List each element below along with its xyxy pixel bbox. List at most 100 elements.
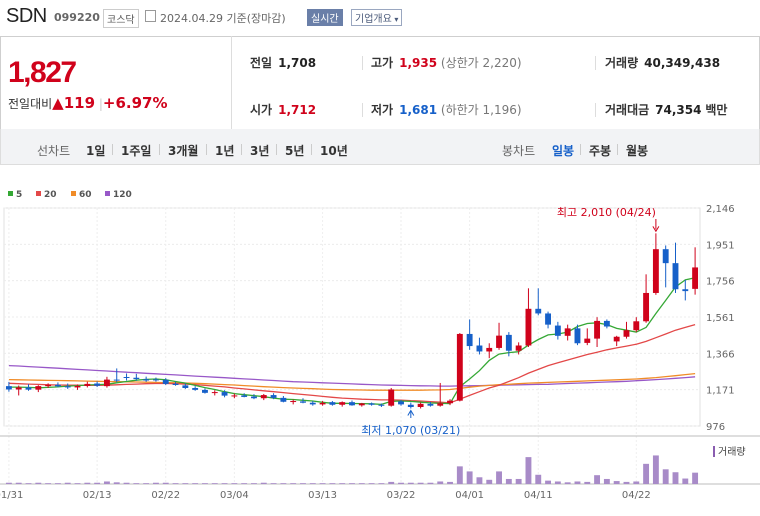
candle-body — [574, 328, 581, 344]
volume-bar — [437, 481, 444, 484]
x-tick-label: 03/04 — [220, 490, 249, 501]
candle-body — [319, 402, 326, 405]
line-chart-label: 선차트 — [37, 144, 71, 158]
moving-averages — [8, 277, 696, 406]
cell-divider — [362, 56, 363, 70]
volume-bar — [113, 482, 120, 484]
volume-bar — [143, 483, 150, 484]
candle-body — [300, 401, 306, 403]
tab-1d[interactable]: 1일 — [86, 144, 106, 158]
market-badge: 코스닥 — [103, 9, 139, 28]
candle-body — [603, 320, 610, 327]
x-tick-label: 04/22 — [622, 490, 651, 501]
candle-body — [309, 402, 316, 405]
candle-body — [211, 392, 218, 394]
volume-bar — [368, 483, 375, 484]
cell-divider — [595, 103, 596, 117]
volume-bar — [574, 481, 581, 484]
volume-bar — [103, 481, 110, 484]
company-info-label: 기업개요 — [355, 14, 392, 25]
prev-close-cell: 전일 1,708 — [250, 54, 316, 71]
candle-body — [94, 383, 101, 386]
realtime-button[interactable]: 실시간 — [307, 9, 343, 26]
volume-bar — [84, 482, 91, 484]
legend-swatch — [8, 191, 13, 196]
candle-body — [64, 386, 71, 388]
candle-body — [594, 320, 601, 339]
candles — [5, 233, 699, 409]
high-cell: 고가 1,935 (상한가 2,220) — [371, 54, 522, 71]
candle-body — [652, 249, 659, 293]
y-tick-label: 1,171 — [706, 386, 735, 397]
quote-date: 2024.04.29 기준(장마감) — [160, 12, 286, 25]
tab-daily[interactable]: 일봉 — [552, 144, 575, 158]
y-tick-label: 2,146 — [706, 204, 735, 215]
candle-body — [241, 395, 248, 397]
tab-divider — [159, 144, 160, 155]
amount-cell: 거래대금 74,354 백만 — [605, 101, 727, 118]
candle-body — [84, 383, 91, 386]
candle-body — [280, 397, 287, 402]
tab-weekly[interactable]: 주봉 — [589, 144, 612, 158]
tab-3y[interactable]: 3년 — [250, 144, 270, 158]
volume-bar — [554, 481, 561, 484]
volume-bar — [339, 483, 346, 484]
volume-bar — [123, 482, 130, 484]
volume-bar — [94, 482, 101, 484]
candle-body — [378, 404, 385, 406]
prev-close-value: 1,708 — [278, 56, 317, 70]
volume-bar — [456, 466, 463, 484]
x-tick-label: 04/01 — [455, 490, 484, 501]
volume-bar — [417, 482, 424, 484]
y-tick-label: 1,561 — [706, 313, 735, 324]
candle-body — [525, 308, 532, 346]
tab-1y[interactable]: 1년 — [215, 144, 235, 158]
candle-body — [103, 379, 110, 387]
legend-label: 5 — [16, 190, 23, 200]
tab-monthly[interactable]: 월봉 — [626, 144, 649, 158]
tab-divider — [580, 144, 581, 155]
candle-body — [358, 403, 365, 406]
candle-body — [417, 403, 424, 407]
candle-body — [456, 333, 463, 401]
tab-1w[interactable]: 1주일 — [121, 144, 152, 158]
volume-bar — [319, 483, 326, 484]
candle-body — [202, 389, 208, 393]
tab-3m[interactable]: 3개월 — [168, 144, 199, 158]
volume-bar — [378, 483, 385, 484]
candle-body — [35, 386, 42, 390]
change-label: 전일대비 — [8, 97, 53, 111]
candle-body — [54, 384, 61, 387]
candle-body — [633, 321, 640, 331]
candle-body — [192, 387, 199, 390]
tab-5y[interactable]: 5년 — [285, 144, 305, 158]
volume-bar — [182, 483, 189, 484]
candle-body — [260, 395, 267, 399]
volume-bar — [594, 475, 601, 484]
volume-bar — [202, 483, 208, 484]
high-label: 고가 — [371, 56, 394, 70]
cell-divider — [595, 56, 596, 70]
candle-body — [270, 395, 277, 398]
volume-bar — [329, 483, 336, 484]
candle-body — [143, 379, 150, 381]
y-tick-label: 976 — [706, 422, 725, 433]
volume-bar — [525, 457, 532, 484]
candle-body — [564, 328, 571, 336]
stock-name: SDN — [6, 5, 47, 27]
tab-10y[interactable]: 10년 — [320, 144, 348, 158]
company-info-dropdown[interactable]: 기업개요 ▾ — [351, 9, 403, 26]
open-cell: 시가 1,712 — [250, 101, 316, 118]
candle-body — [662, 249, 669, 264]
volume-bar — [251, 483, 257, 484]
tab-divider — [241, 144, 242, 155]
ma120-line — [8, 364, 696, 387]
low-label: 저가 — [371, 103, 394, 117]
lower-limit: (하한가 1,196) — [440, 103, 522, 117]
volume-bar — [35, 482, 42, 484]
candle-body — [133, 377, 140, 380]
x-tick-label: 02/13 — [83, 490, 112, 501]
change-value: 119 — [63, 94, 96, 112]
candle-body — [153, 379, 159, 381]
candle-body — [15, 387, 22, 390]
